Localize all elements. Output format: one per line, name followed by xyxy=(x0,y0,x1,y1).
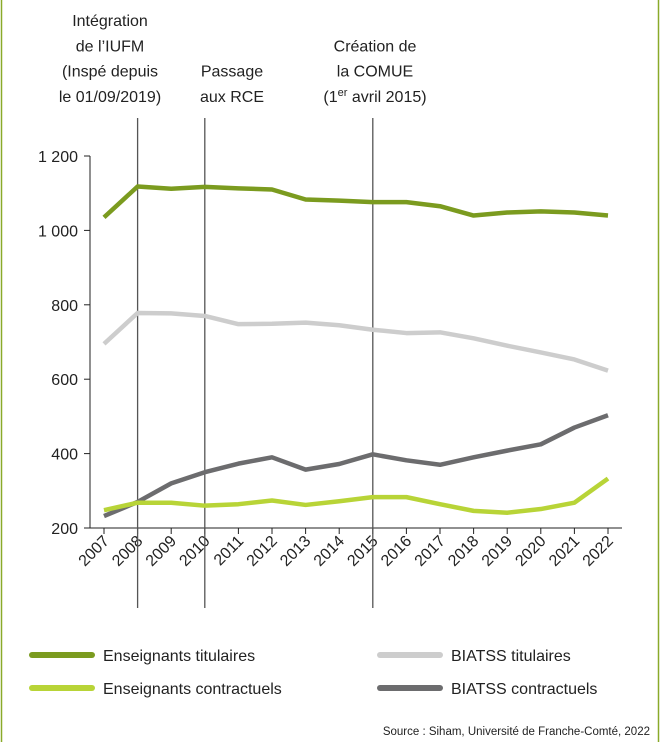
source: Source : Siham, Université de Franche-Co… xyxy=(383,726,650,738)
x-tick-label: 2013 xyxy=(277,533,314,570)
annotation-text: de l’IUFM xyxy=(76,38,144,55)
x-tick-label: 2009 xyxy=(143,533,180,570)
annotation-text: la COMUE xyxy=(337,64,413,81)
y-tick-label: 600 xyxy=(51,372,78,389)
y-tick-label: 800 xyxy=(51,298,78,315)
y-tick-label: 1 000 xyxy=(38,223,78,240)
legend-label: Enseignants contractuels xyxy=(103,681,282,698)
annotation-text: Création de xyxy=(334,38,417,55)
annotation-part: avril 2015) xyxy=(347,89,426,106)
x-tick-label: 2022 xyxy=(580,533,617,570)
series-line xyxy=(102,184,609,220)
annotation-text: (Inspé depuis xyxy=(62,64,158,81)
x-tick-label: 2016 xyxy=(378,533,415,570)
x-tick-label: 2014 xyxy=(311,533,348,570)
legend-label: BIATSS titulaires xyxy=(451,648,571,665)
x-tick-label: 2019 xyxy=(479,533,516,570)
annotation-text: Intégration xyxy=(72,13,148,30)
x-tick-label: 2010 xyxy=(176,533,213,570)
legend-label: Enseignants titulaires xyxy=(103,648,255,665)
annotation-text: le 01/09/2019) xyxy=(59,89,161,106)
y-tick-label: 400 xyxy=(51,447,78,464)
annotation-text: (1er avril 2015) xyxy=(323,87,426,106)
annotation-text: aux RCE xyxy=(200,89,264,106)
x-tick-label: 2008 xyxy=(109,533,146,570)
annotation-text: Passage xyxy=(201,64,263,81)
x-tick-label: 2012 xyxy=(244,533,281,570)
x-tick-label: 2018 xyxy=(445,533,482,570)
series-line xyxy=(102,310,609,373)
annotation-sup: er xyxy=(338,87,348,99)
x-tick-label: 2015 xyxy=(344,533,381,570)
annotation-part: (1 xyxy=(323,89,337,106)
x-tick-label: 2020 xyxy=(512,533,549,570)
y-tick-label: 200 xyxy=(51,521,78,538)
x-tick-label: 2011 xyxy=(211,533,247,569)
series-line xyxy=(103,413,609,519)
legend-label: BIATSS contractuels xyxy=(451,681,597,698)
x-tick-label: 2007 xyxy=(76,533,113,570)
x-tick-label: 2021 xyxy=(546,533,583,570)
x-tick-label: 2017 xyxy=(412,533,449,570)
y-tick-label: 1 200 xyxy=(38,149,78,166)
series-line xyxy=(103,476,610,515)
